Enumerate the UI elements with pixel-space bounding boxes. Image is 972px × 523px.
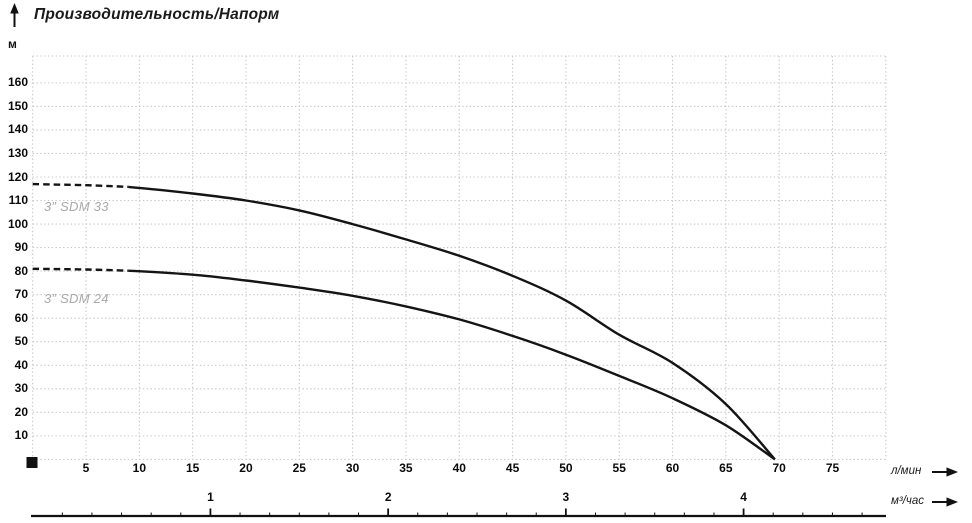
y-tick-label: 10 xyxy=(14,428,28,443)
x-tick-label-lmin: 30 xyxy=(345,461,360,475)
x-tick-label-m3h: 2 xyxy=(384,490,392,504)
series-label: 3” SDM 24 xyxy=(44,291,109,306)
y-tick-label: 130 xyxy=(7,145,28,160)
pump-curve-2 xyxy=(128,269,776,461)
x-tick-label-lmin: 65 xyxy=(719,461,733,475)
x-tick-label-lmin: 10 xyxy=(132,461,146,475)
x-tick-label-lmin: 45 xyxy=(505,461,520,475)
y-tick-label: 150 xyxy=(7,98,28,113)
y-tick-label: 160 xyxy=(7,75,28,90)
x-tick-label-lmin: 55 xyxy=(612,461,626,475)
curve-dashed-start-1 xyxy=(32,182,129,189)
y-tick-label: 90 xyxy=(14,240,28,255)
x-tick-label-lmin: 15 xyxy=(185,461,200,475)
x-tick-label-lmin: 50 xyxy=(559,461,573,475)
x-axis-lmin-unit-label: л/мин xyxy=(891,465,922,477)
y-tick-label: 120 xyxy=(7,169,28,184)
x-axis-lmin-arrow-icon xyxy=(946,467,958,477)
y-tick-label: 70 xyxy=(14,287,28,302)
y-tick-label: 40 xyxy=(14,357,28,372)
series-label: 3” SDM 33 xyxy=(44,199,109,214)
x-axis-m3h-unit-label: м³/час xyxy=(891,495,925,507)
x-tick-label-lmin: 70 xyxy=(772,461,786,475)
y-tick-label: 140 xyxy=(7,122,28,137)
y-tick-label: 80 xyxy=(14,263,28,278)
y-axis-unit-label: м xyxy=(8,37,17,51)
x-axis-m3h-arrow-icon xyxy=(946,497,958,507)
x-tick-label-m3h: 4 xyxy=(740,490,747,504)
x-tick-label-lmin: 75 xyxy=(825,461,840,475)
y-axis-arrow-icon xyxy=(10,3,19,14)
x-tick-label-lmin: 20 xyxy=(239,461,253,475)
y-tick-label: 100 xyxy=(7,216,28,231)
x-tick-label-m3h: 1 xyxy=(207,490,214,504)
x-tick-label-lmin: 40 xyxy=(452,461,466,475)
y-tick-label: 50 xyxy=(14,334,28,349)
pump-curve-1 xyxy=(128,185,776,461)
y-tick-label: 110 xyxy=(8,193,28,208)
y-tick-label: 30 xyxy=(14,381,28,396)
chart-title: Производительность/Напорм xyxy=(34,6,280,23)
x-tick-label-lmin: 60 xyxy=(665,461,680,475)
origin-square-marker xyxy=(26,457,38,468)
curve-dashed-start-2 xyxy=(32,267,129,272)
y-tick-label: 60 xyxy=(14,310,28,325)
x-tick-label-lmin: 25 xyxy=(292,461,306,475)
x-tick-label-lmin: 5 xyxy=(82,461,90,475)
x-tick-label-lmin: 35 xyxy=(399,461,413,475)
y-tick-label: 20 xyxy=(14,404,28,419)
x-tick-label-m3h: 3 xyxy=(562,490,570,504)
